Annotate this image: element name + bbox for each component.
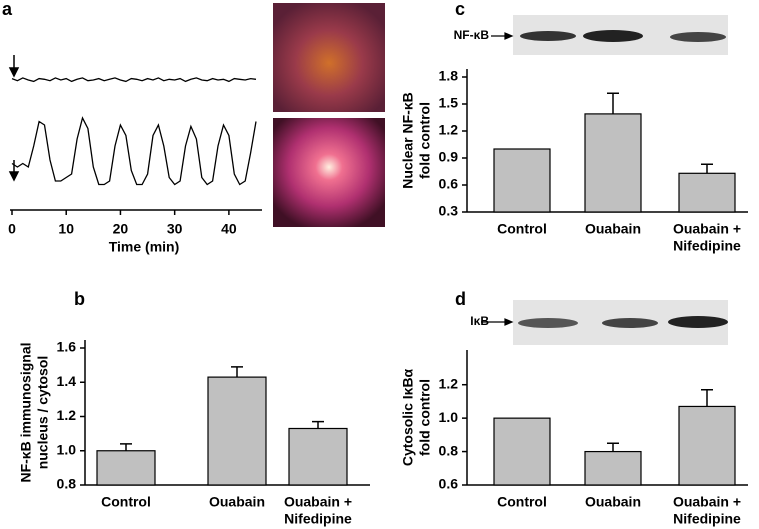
trace — [11, 116, 257, 186]
bar — [207, 376, 267, 486]
x-tick-label: 40 — [221, 221, 237, 237]
error-bar — [120, 443, 132, 451]
y-tick-label: 0.3 — [439, 203, 459, 219]
x-axis-label: Time (min) — [109, 239, 180, 255]
bar — [288, 427, 348, 486]
cell-image — [273, 3, 385, 112]
x-tick-label: Ouabain — [585, 494, 641, 510]
x-tick-label: Nifedipine — [673, 511, 741, 527]
y-axis-label: Nuclear NF-κB — [400, 92, 416, 189]
panel-label: b — [74, 289, 85, 309]
x-tick-label: Ouabain + — [673, 494, 741, 510]
error-bar — [312, 420, 324, 429]
blot-label: NF-κB — [454, 28, 490, 42]
bar — [584, 450, 642, 486]
y-tick-label: 1.4 — [57, 373, 77, 389]
bar — [493, 417, 551, 486]
error-bar — [607, 92, 619, 114]
y-tick-label: 1.2 — [57, 407, 77, 423]
error-bar — [701, 388, 713, 407]
x-tick-label: Nifedipine — [284, 511, 352, 527]
y-tick-label: 0.8 — [57, 476, 77, 492]
x-tick-label: 20 — [113, 221, 129, 237]
bar — [493, 148, 551, 213]
panel-label: d — [455, 289, 466, 309]
trace — [11, 77, 257, 83]
panel-label: c — [455, 0, 465, 19]
y-tick-label: 0.6 — [439, 176, 459, 192]
error-bar — [231, 366, 243, 378]
x-tick-label: Ouabain — [209, 494, 265, 510]
y-axis-label: Cytosolic IκBα — [400, 368, 416, 466]
cell-image — [273, 118, 385, 227]
error-bar — [607, 442, 619, 452]
y-tick-label: 0.8 — [439, 442, 459, 458]
x-tick-label: Ouabain + — [673, 221, 741, 237]
y-tick-label: 1.6 — [57, 339, 77, 355]
blot-arrows — [481, 32, 514, 326]
x-tick-label: 0 — [8, 221, 16, 237]
x-tick-label: Ouabain + — [284, 494, 352, 510]
bar — [96, 450, 156, 486]
x-tick-label: Control — [497, 221, 547, 237]
x-tick-label: 10 — [58, 221, 74, 237]
x-tick-label: Nifedipine — [673, 238, 741, 254]
bar — [584, 113, 642, 213]
western-blot — [513, 15, 728, 345]
y-tick-label: 0.9 — [439, 149, 459, 165]
y-tick-label: 1.8 — [439, 68, 459, 84]
x-tick-label: 30 — [167, 221, 183, 237]
stimulus-arrows — [8, 55, 20, 182]
blot-label: IκB — [470, 314, 489, 328]
y-tick-label: 1.5 — [439, 95, 459, 111]
y-tick-label: 1.2 — [439, 375, 459, 391]
panel-label: a — [2, 0, 13, 19]
y-tick-label: 1.0 — [439, 409, 459, 425]
y-tick-label: 0.6 — [439, 476, 459, 492]
error-bar — [701, 163, 713, 174]
x-tick-label: Ouabain — [585, 221, 641, 237]
y-axis-label: NF-κB immunosignal — [18, 342, 34, 482]
y-axis-label: nucleus / cytosol — [35, 356, 51, 470]
y-axis-label: fold control — [417, 102, 433, 179]
y-axis-label: fold control — [417, 379, 433, 456]
y-tick-label: 1.2 — [439, 122, 459, 138]
y-tick-label: 1.0 — [57, 441, 77, 457]
x-tick-label: Control — [497, 494, 547, 510]
x-tick-label: Control — [101, 494, 151, 510]
bar — [678, 405, 736, 486]
bar — [678, 172, 736, 213]
